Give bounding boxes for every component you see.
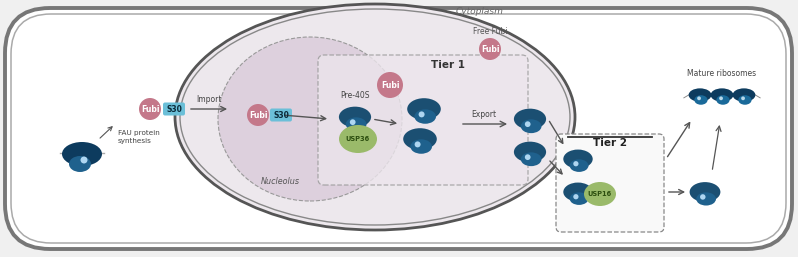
Text: S30: S30: [166, 105, 182, 114]
Text: Fubi: Fubi: [480, 44, 500, 53]
Circle shape: [247, 104, 269, 126]
Text: USP36: USP36: [346, 136, 370, 142]
Ellipse shape: [414, 109, 436, 124]
Text: Fubi: Fubi: [249, 111, 267, 120]
Text: Fubi: Fubi: [140, 105, 160, 114]
Ellipse shape: [563, 182, 593, 201]
Circle shape: [573, 161, 579, 166]
Text: Free Fubi: Free Fubi: [472, 27, 508, 36]
FancyBboxPatch shape: [270, 108, 292, 122]
Circle shape: [377, 72, 403, 98]
Circle shape: [525, 121, 531, 127]
Circle shape: [525, 154, 531, 160]
Text: Pre-40S: Pre-40S: [340, 90, 369, 99]
Text: USP16: USP16: [588, 191, 612, 197]
Ellipse shape: [570, 159, 588, 172]
Circle shape: [81, 157, 88, 163]
Text: S30: S30: [273, 111, 289, 120]
Text: Export: Export: [472, 110, 496, 119]
Text: Import: Import: [196, 95, 222, 104]
Text: Fubi: Fubi: [381, 80, 399, 89]
Circle shape: [419, 111, 425, 117]
Ellipse shape: [175, 4, 575, 230]
Ellipse shape: [563, 150, 593, 168]
FancyBboxPatch shape: [5, 8, 792, 249]
Ellipse shape: [339, 107, 371, 127]
Ellipse shape: [521, 152, 542, 166]
Ellipse shape: [410, 139, 432, 154]
Text: Cytoplasm: Cytoplasm: [456, 7, 504, 16]
Circle shape: [719, 96, 723, 100]
Ellipse shape: [738, 95, 752, 105]
Circle shape: [415, 141, 421, 148]
Circle shape: [139, 98, 161, 120]
Ellipse shape: [62, 142, 102, 166]
Ellipse shape: [584, 182, 616, 206]
Circle shape: [479, 38, 501, 60]
Ellipse shape: [180, 9, 570, 225]
Ellipse shape: [696, 192, 716, 206]
Ellipse shape: [694, 95, 708, 105]
Ellipse shape: [346, 117, 366, 131]
FancyBboxPatch shape: [163, 103, 185, 115]
Ellipse shape: [339, 125, 377, 153]
Circle shape: [700, 194, 705, 200]
Circle shape: [741, 96, 745, 100]
Ellipse shape: [717, 95, 729, 105]
Text: Tier 2: Tier 2: [593, 138, 627, 148]
FancyBboxPatch shape: [556, 134, 664, 232]
Ellipse shape: [514, 109, 546, 129]
Ellipse shape: [689, 182, 721, 202]
Ellipse shape: [710, 88, 733, 102]
Text: FAU protein
synthesis: FAU protein synthesis: [118, 130, 160, 144]
Ellipse shape: [521, 119, 542, 133]
Ellipse shape: [218, 37, 402, 201]
Ellipse shape: [733, 88, 756, 102]
FancyBboxPatch shape: [318, 55, 528, 185]
Ellipse shape: [403, 128, 437, 150]
Circle shape: [697, 96, 701, 100]
Ellipse shape: [689, 88, 711, 102]
Text: Tier 1: Tier 1: [431, 60, 465, 70]
Circle shape: [350, 119, 356, 125]
Ellipse shape: [407, 98, 440, 120]
FancyBboxPatch shape: [11, 14, 786, 243]
Ellipse shape: [514, 142, 546, 162]
Text: Mature ribosomes: Mature ribosomes: [687, 69, 757, 78]
Text: Nucleolus: Nucleolus: [260, 177, 299, 186]
Ellipse shape: [570, 192, 588, 205]
Ellipse shape: [69, 156, 91, 172]
Circle shape: [573, 194, 579, 199]
